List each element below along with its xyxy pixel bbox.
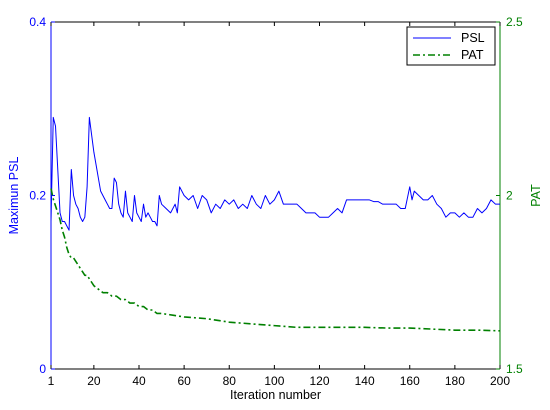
left-y-tick-label: 0.4 xyxy=(29,15,46,29)
right-y-axis-ticks: 1.5 2 2.5 xyxy=(496,15,523,376)
x-tick-label: 40 xyxy=(132,374,146,388)
x-tick-label: 1 xyxy=(48,374,55,388)
x-axis-ticks: 1 20 40 60 80 100 120 140 160 180 200 xyxy=(48,22,510,388)
right-y-axis-label: PAT xyxy=(529,184,543,207)
x-tick-label: 80 xyxy=(223,374,237,388)
x-tick-label: 60 xyxy=(177,374,191,388)
x-tick-label: 180 xyxy=(445,374,465,388)
right-y-tick-label: 2.5 xyxy=(506,15,523,29)
x-tick-label: 160 xyxy=(400,374,420,388)
x-tick-label: 100 xyxy=(264,374,284,388)
legend: PSL PAT xyxy=(406,26,496,66)
x-tick-label: 20 xyxy=(87,374,101,388)
x-tick-label: 120 xyxy=(309,374,329,388)
legend-box xyxy=(406,26,496,66)
left-y-axis-ticks: 0 0.2 0.4 xyxy=(29,15,55,376)
series-line-psl xyxy=(50,116,500,231)
left-y-tick-label: 0.2 xyxy=(29,189,46,203)
legend-label-pat: PAT xyxy=(461,48,484,62)
legend-label-psl: PSL xyxy=(461,31,485,45)
series-line-pat xyxy=(50,188,501,332)
series-layer xyxy=(50,116,501,332)
left-y-tick-label: 0 xyxy=(39,362,46,376)
x-axis-label: Iteration number xyxy=(230,388,321,402)
x-tick-label: 200 xyxy=(490,374,510,388)
left-y-axis-label: Maximun PSL xyxy=(7,157,21,235)
right-y-tick-label: 2 xyxy=(506,189,513,203)
right-y-tick-label: 1.5 xyxy=(506,362,523,376)
x-tick-label: 140 xyxy=(355,374,375,388)
